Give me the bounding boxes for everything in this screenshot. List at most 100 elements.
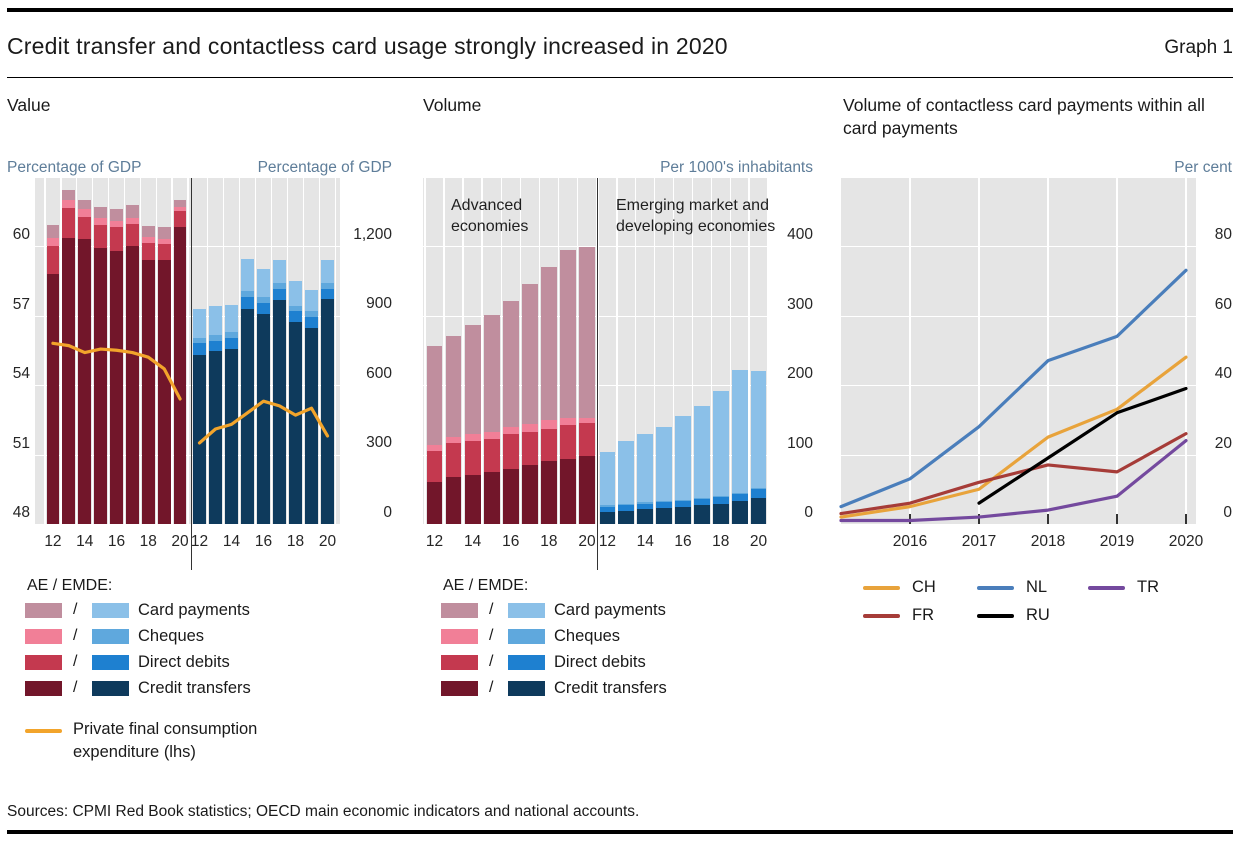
emde-label: Emerging market and developing economies [616,197,776,235]
series-line-TR [839,439,1188,523]
bar-segment-emde-direct_debits [209,340,222,352]
sources-note: Sources: CPMI Red Book statistics; OECD … [7,803,640,820]
x-axis-label: 12 [598,533,617,550]
bar-segment-ae-credit_transfers [521,464,538,524]
panel1-right-unit-label: Percentage of GDP [257,159,392,176]
bar-segment-ae-cheques [62,199,76,208]
bar-segment-emde-credit_transfers [599,512,616,524]
bar-segment-ae-direct_debits [559,425,576,459]
gridline-vertical [978,178,980,524]
bar-segment-ae-card_payments [559,250,576,418]
bar-segment-emde-card_payments [241,258,254,292]
x-axis-label: 12 [425,533,444,550]
bar-segment-ae-credit_transfers [141,259,155,524]
bar-segment-ae-credit_transfers [579,455,595,524]
bar-segment-ae-card_payments [94,206,107,219]
axis-tick-label: 100 [787,434,813,452]
bar-segment-ae-card_payments [483,314,500,432]
axis-tick-label: 54 [12,365,30,382]
bar-segment-ae-cheques [157,239,171,244]
panel1-title: Value [7,95,51,115]
legend-label-direct_debits: Direct debits [554,653,646,671]
gridline-vertical [462,178,464,524]
x-axis-label: 12 [190,533,209,550]
bar-segment-emde-cheques [656,501,672,503]
bar-segment-ae-direct_debits [579,423,595,456]
bar-segment-ae-card_payments [78,199,92,209]
legend-slash: / [489,627,494,644]
gridline-horizontal [423,246,768,248]
legend-line-swatch-RU [977,614,1014,618]
bar-segment-emde-direct_debits [225,337,238,350]
bar-segment-emde-card_payments [257,269,270,297]
bar-segment-ae-card_payments [62,190,76,200]
bar-segment-emde-card_payments [225,305,238,332]
bar-segment-emde-credit_transfers [694,505,710,524]
bar-segment-emde-credit_transfers [225,349,238,524]
panel3-right-unit-label: Per cent [1174,159,1232,176]
bar-segment-ae-cheques [483,431,500,439]
axis-tick-label: 200 [787,365,813,382]
series-line-RU [977,386,1188,505]
bar-segment-ae-card_payments [445,336,462,438]
legend-heading: AE / EMDE: [443,577,529,594]
legend-label-pfce: Private final consumption expenditure (l… [73,720,258,761]
bar-segment-emde-credit_transfers [675,506,691,524]
bar-segment-ae-cheques [502,427,519,435]
bar-segment-ae-card_payments [579,246,595,419]
x-axis-label: 2019 [1099,533,1135,550]
legend-swatch-ae-card_payments [441,603,478,618]
legend-swatch-emde-credit_transfers [508,681,545,696]
bar-segment-emde-credit_transfers [637,509,654,524]
gridline-vertical [597,178,599,524]
legend-label-cheques: Cheques [554,627,621,645]
gridline-vertical [302,178,305,524]
gridline-vertical [557,178,560,524]
legend-line-swatch-TR [1088,586,1125,590]
bar-segment-emde-direct_debits [694,499,710,506]
contactless-plot-area [841,178,1196,524]
bar-segment-emde-cheques [675,499,691,502]
gridline-vertical [635,178,637,524]
bar-segment-ae-cheques [579,418,595,424]
legend-slash: / [73,601,78,618]
gridline-vertical [254,178,257,524]
figure-title: Credit transfer and contactless card usa… [7,33,728,59]
bar-segment-emde-credit_transfers [321,299,334,524]
bar-segment-emde-cheques [289,305,302,312]
gridline-vertical [691,178,694,524]
legend-label-FR: FR [912,606,934,624]
x-axis-label: 18 [540,533,558,550]
x-axis-label: 16 [254,533,273,550]
bar-segment-ae-direct_debits [62,207,76,238]
axis-tick-label: 1,200 [353,225,392,243]
bar-segment-ae-credit_transfers [94,248,107,524]
panel3-title: Volume of contactless card payments with… [843,95,1205,138]
x-axis-label: 20 [318,533,337,550]
bar-segment-ae-cheques [126,218,139,224]
legend-label-card_payments: Card payments [138,601,250,619]
bar-segment-ae-card_payments [540,266,557,421]
x-axis-label: 2017 [961,533,997,550]
value-plot-area [35,178,340,524]
gridline-vertical [171,178,173,524]
series-line-FR [839,432,1188,516]
bar-segment-ae-direct_debits [46,246,60,274]
bar-segment-emde-direct_debits [305,317,318,329]
legend-swatch-emde-direct_debits [508,655,545,670]
gridline-vertical [222,178,225,524]
volume-plot-area [423,178,769,524]
bar-segment-ae-card_payments [426,346,443,446]
x-axis-label: 12 [44,533,62,550]
legend-swatch-emde-cheques [508,629,545,644]
bar-segment-ae-direct_debits [464,440,481,475]
x-axis-label: 14 [464,533,482,550]
gridline-vertical [60,178,62,524]
bar-segment-emde-direct_debits [241,296,254,309]
bar-segment-emde-cheques [694,497,710,499]
bar-segment-emde-credit_transfers [731,501,748,524]
x-axis-label: 18 [139,533,157,550]
bar-segment-ae-cheques [540,420,557,429]
axis-tick-label: 300 [366,434,392,452]
